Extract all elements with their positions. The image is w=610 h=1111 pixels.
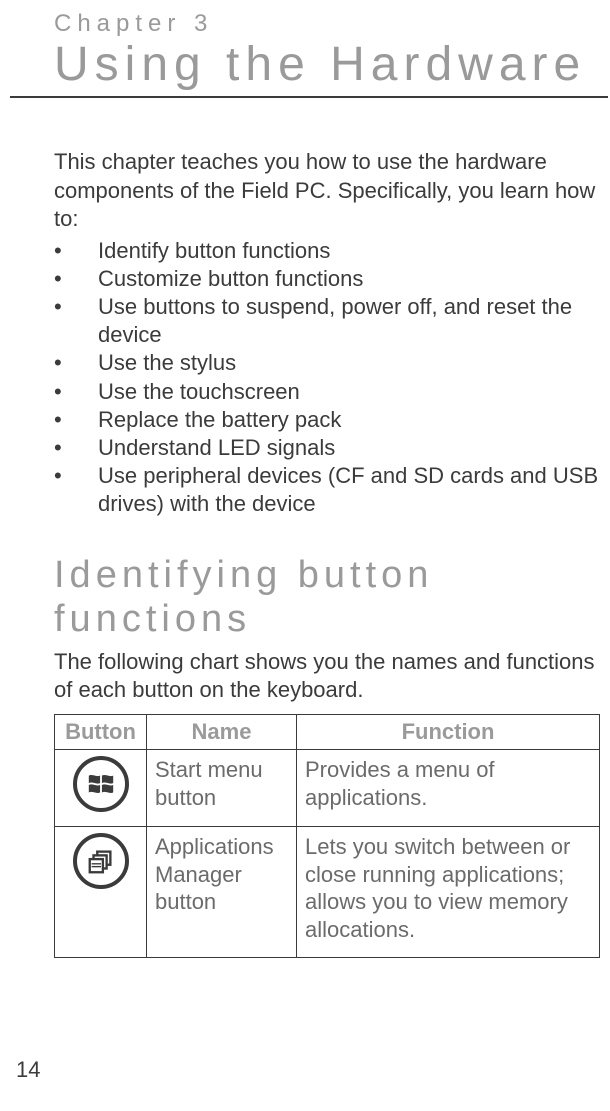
bullet-list: Identify button functions Customize butt… — [54, 237, 600, 519]
intro-paragraph: This chapter teaches you how to use the … — [54, 148, 600, 232]
button-function-cell: Provides a menu of applications. — [297, 750, 600, 827]
table-row: Start menu button Provides a menu of app… — [55, 750, 600, 827]
table-header-row: Button Name Function — [55, 715, 600, 750]
list-item: Use the stylus — [54, 349, 600, 377]
manual-page: Chapter 3 Using the Hardware This chapte… — [0, 0, 610, 1111]
button-name-cell: Applications Manager button — [147, 827, 297, 958]
list-item: Identify button functions — [54, 237, 600, 265]
section-heading: Identifying button functions — [54, 554, 600, 641]
button-function-cell: Lets you switch between or close running… — [297, 827, 600, 958]
button-icon-cell — [55, 750, 147, 827]
stacked-windows-icon — [73, 833, 129, 889]
button-name-cell: Start menu button — [147, 750, 297, 827]
table-header-button: Button — [55, 715, 147, 750]
button-function-table: Button Name Function — [54, 714, 600, 958]
page-number: 14 — [16, 1057, 40, 1083]
list-item: Use buttons to suspend, power off, and r… — [54, 293, 600, 349]
list-item: Replace the battery pack — [54, 406, 600, 434]
table-header-function: Function — [297, 715, 600, 750]
list-item: Understand LED signals — [54, 434, 600, 462]
list-item: Customize button functions — [54, 265, 600, 293]
table-row: Applications Manager button Lets you swi… — [55, 827, 600, 958]
title-rule — [10, 96, 608, 98]
list-item: Use peripheral devices (CF and SD cards … — [54, 462, 600, 518]
list-item: Use the touchscreen — [54, 378, 600, 406]
button-icon-cell — [55, 827, 147, 958]
section-intro: The following chart shows you the names … — [54, 648, 600, 704]
windows-flag-icon — [73, 756, 129, 812]
chapter-title: Using the Hardware — [54, 40, 608, 90]
table-header-name: Name — [147, 715, 297, 750]
chapter-label: Chapter 3 — [54, 10, 608, 38]
content-area: This chapter teaches you how to use the … — [54, 148, 600, 958]
